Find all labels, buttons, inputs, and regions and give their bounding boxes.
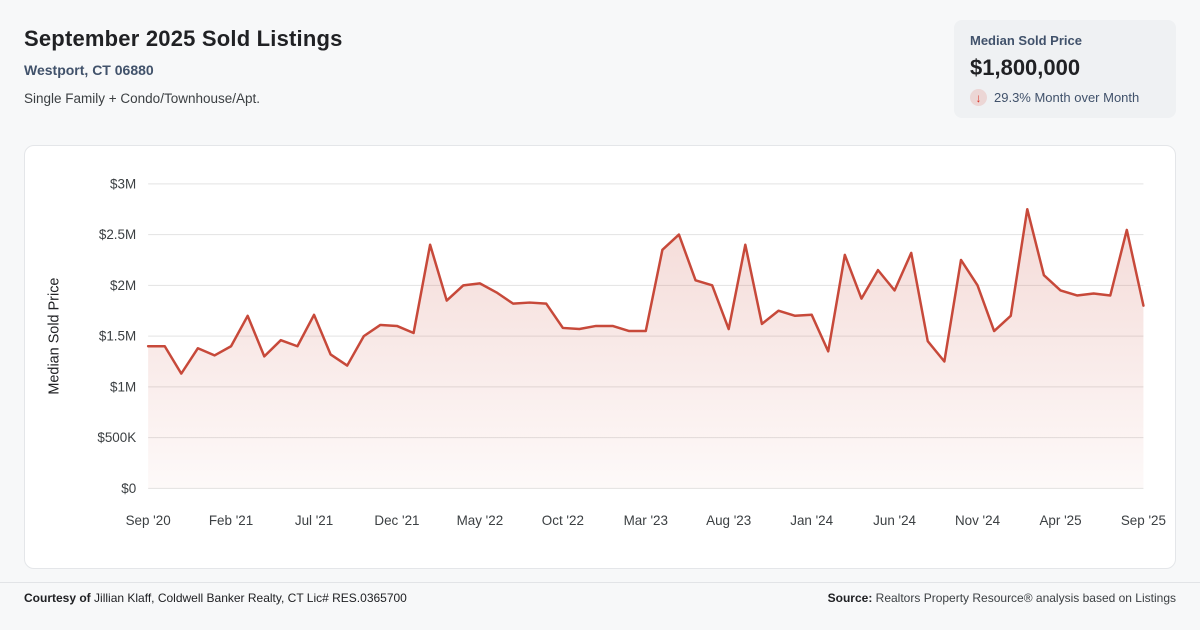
area-fill bbox=[148, 209, 1144, 489]
location-text: Westport, CT 06880 bbox=[24, 62, 154, 78]
source-attribution: Source: Realtors Property Resource® anal… bbox=[828, 591, 1176, 605]
x-tick-label: Oct '22 bbox=[542, 513, 584, 528]
y-tick-label: $3M bbox=[110, 176, 136, 191]
stat-label: Median Sold Price bbox=[970, 33, 1082, 48]
x-tick-label: Nov '24 bbox=[955, 513, 1001, 528]
x-tick-label: Aug '23 bbox=[706, 513, 751, 528]
y-tick-label: $2.5M bbox=[99, 227, 136, 242]
price-trend-chart: $0 $500K $1M $1.5M $2M $2.5M $3M Sep '20 Feb '21… bbox=[47, 176, 1166, 528]
x-tick-label: Jan '24 bbox=[790, 513, 833, 528]
y-tick-label: $2M bbox=[110, 278, 136, 293]
courtesy-text: Jillian Klaff, Coldwell Banker Realty, C… bbox=[94, 591, 407, 605]
x-tick-label: Jul '21 bbox=[295, 513, 333, 528]
x-tick-label: Sep '20 bbox=[126, 513, 171, 528]
chart-panel: $0 $500K $1M $1.5M $2M $2.5M $3M Sep '20 Feb '21… bbox=[24, 145, 1176, 569]
x-tick-label: Dec '21 bbox=[374, 513, 419, 528]
footer-divider bbox=[0, 582, 1200, 583]
stat-change-text: 29.3% Month over Month bbox=[994, 90, 1140, 105]
property-types-subtitle: Single Family + Condo/Townhouse/Apt. bbox=[24, 91, 261, 106]
courtesy-label: Courtesy of bbox=[24, 591, 91, 605]
x-tick-label: Mar '23 bbox=[624, 513, 668, 528]
y-tick-label: $1M bbox=[110, 379, 136, 394]
source-label: Source: bbox=[827, 591, 873, 605]
arrow-down-icon: ↓ bbox=[970, 89, 987, 106]
x-tick-label: Feb '21 bbox=[209, 513, 253, 528]
x-tick-label: Jun '24 bbox=[873, 513, 916, 528]
y-tick-label: $500K bbox=[97, 430, 136, 445]
trend-line bbox=[146, 207, 1145, 375]
x-tick-label: Apr '25 bbox=[1039, 513, 1081, 528]
y-axis-title: Median Sold Price bbox=[47, 278, 63, 395]
source-text: Realtors Property Resource® analysis bas… bbox=[875, 591, 1176, 605]
y-tick-label: $1.5M bbox=[99, 329, 136, 344]
x-tick-label: May '22 bbox=[457, 513, 504, 528]
x-tick-label: Sep '25 bbox=[1121, 513, 1166, 528]
y-tick-label: $0 bbox=[121, 481, 136, 496]
header: September 2025 Sold Listings Westport, C… bbox=[24, 26, 343, 106]
median-price-stat-card: Median Sold Price $1,800,000 ↓ 29.3% Mon… bbox=[954, 20, 1176, 118]
page-title: September 2025 Sold Listings bbox=[24, 26, 343, 51]
stat-value: $1,800,000 bbox=[970, 55, 1081, 80]
stat-change-row: ↓ 29.3% Month over Month bbox=[970, 89, 1160, 106]
courtesy-attribution: Courtesy of Jillian Klaff, Coldwell Bank… bbox=[24, 591, 407, 605]
